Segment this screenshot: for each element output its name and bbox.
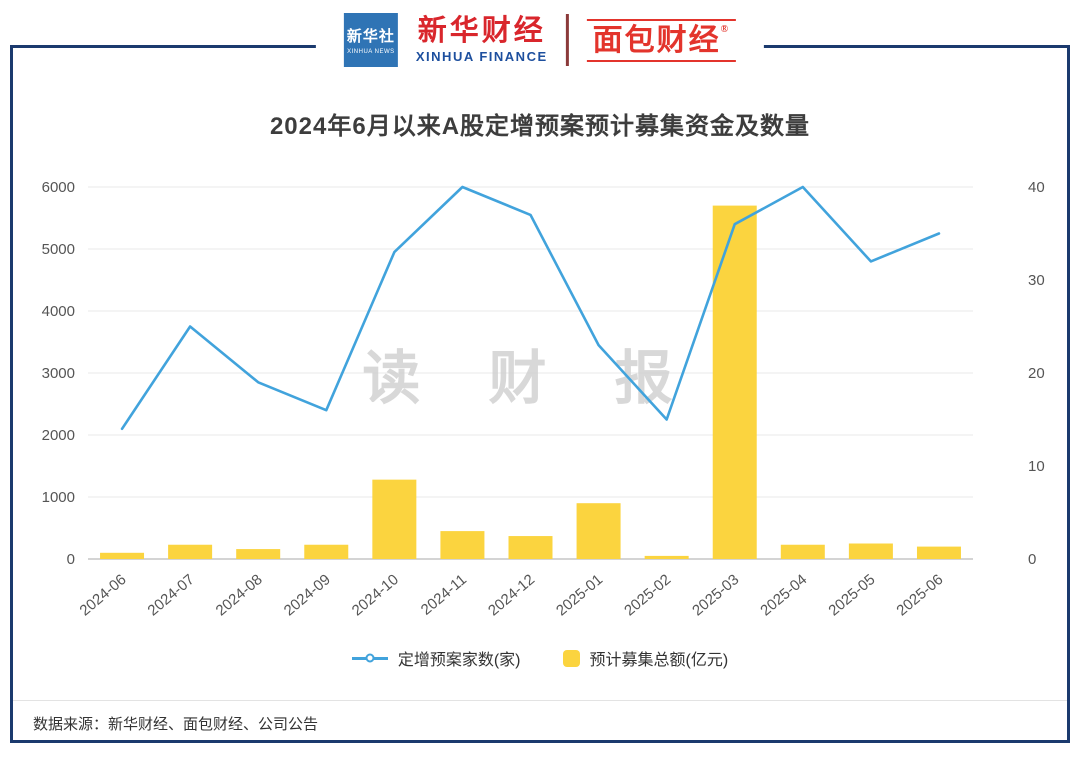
bar-2024-09 <box>304 544 349 559</box>
line-series-label: 定增预案家数(家) <box>397 652 521 669</box>
svg-text:40: 40 <box>1028 179 1045 196</box>
legend-item-line-series: 定增预案家数(家) <box>351 646 521 670</box>
svg-text:2024-08: 2024-08 <box>213 571 266 619</box>
bar-2024-12 <box>508 536 553 559</box>
xinhua-news-name: 新华社 <box>346 28 395 45</box>
xinhua-news-subtitle: XINHUA NEWS <box>347 49 395 55</box>
svg-text:2024-06: 2024-06 <box>77 571 130 619</box>
svg-text:2024-12: 2024-12 <box>485 571 538 619</box>
bar-series-label: 预计募集总额(亿元) <box>589 652 729 669</box>
svg-text:30: 30 <box>1028 272 1045 289</box>
legend-item-bar-series: 预计募集总额(亿元) <box>562 646 729 670</box>
chart-title: 2024年6月以来A股定增预案预计募集资金及数量 <box>269 113 811 140</box>
svg-text:0: 0 <box>67 551 75 568</box>
bar-2025-05 <box>848 543 893 559</box>
data-source: 数据来源：新华财经、面包财经、公司公告 <box>33 716 319 733</box>
svg-text:3000: 3000 <box>42 365 75 382</box>
svg-text:5000: 5000 <box>42 241 75 258</box>
svg-text:2025-05: 2025-05 <box>825 571 878 619</box>
svg-text:10: 10 <box>1028 458 1045 475</box>
bar-2025-03 <box>712 205 757 559</box>
bar-series-marker-icon <box>562 649 580 667</box>
line-series-marker-icon <box>351 653 388 663</box>
svg-text:0: 0 <box>1028 551 1036 568</box>
svg-text:20: 20 <box>1028 365 1045 382</box>
watermark: 读 财 报 <box>362 346 698 411</box>
bar-2024-10 <box>372 479 417 559</box>
registered-mark-icon: ® <box>720 23 731 35</box>
line-series-path <box>120 185 941 431</box>
chart-frame: 2024年6月以来A股定增预案预计募集资金及数量 0 1000 2000 3000 40… <box>10 45 1070 743</box>
xinhua-finance-subtitle: XINHUA FINANCE <box>415 48 548 64</box>
bread-finance-text: 面包财经 <box>592 23 721 57</box>
chart-legend: 定增预案家数(家) 预计募集总额(亿元) <box>13 646 1067 670</box>
xinhua-news-logo: 新华社 XINHUA NEWS <box>343 13 398 67</box>
bar-2024-08 <box>236 549 281 559</box>
svg-text:1000: 1000 <box>42 489 75 506</box>
bread-finance-logo: 面包财经® <box>586 18 737 62</box>
bar-2025-04 <box>780 544 825 559</box>
footer-divider <box>13 700 1067 701</box>
bar-2024-07 <box>168 544 213 559</box>
header-logos: 新华社 XINHUA NEWS 新华财经 XINHUA FINANCE 面包财经… <box>315 6 765 74</box>
svg-text:2024-07: 2024-07 <box>145 571 198 619</box>
xinhua-finance-logo: 新华财经 XINHUA FINANCE <box>415 15 548 64</box>
svg-text:2025-01: 2025-01 <box>553 571 606 619</box>
bar-2024-06 <box>100 552 145 559</box>
svg-text:2024-11: 2024-11 <box>418 571 470 619</box>
svg-text:2024-10: 2024-10 <box>349 571 402 619</box>
svg-text:2000: 2000 <box>42 427 75 444</box>
combo-chart: 0 1000 2000 3000 4000 5000 6000 0 10 20 30 40 读 财 报 2… <box>42 179 1045 619</box>
svg-text:2025-03: 2025-03 <box>689 571 742 619</box>
bar-2025-01 <box>576 503 621 559</box>
svg-text:6000: 6000 <box>42 179 75 196</box>
bread-finance-name: 面包财经® <box>586 18 737 62</box>
svg-text:4000: 4000 <box>42 303 75 320</box>
xinhua-finance-name: 新华财经 <box>417 15 546 48</box>
svg-text:2025-06: 2025-06 <box>893 571 946 619</box>
bar-2024-11 <box>440 531 485 559</box>
bar-2025-02 <box>644 555 689 559</box>
svg-text:2025-04: 2025-04 <box>757 571 810 619</box>
logo-divider <box>565 14 569 66</box>
svg-text:2024-09: 2024-09 <box>281 571 334 619</box>
bar-2025-06 <box>916 546 961 559</box>
svg-text:2025-02: 2025-02 <box>621 571 674 619</box>
